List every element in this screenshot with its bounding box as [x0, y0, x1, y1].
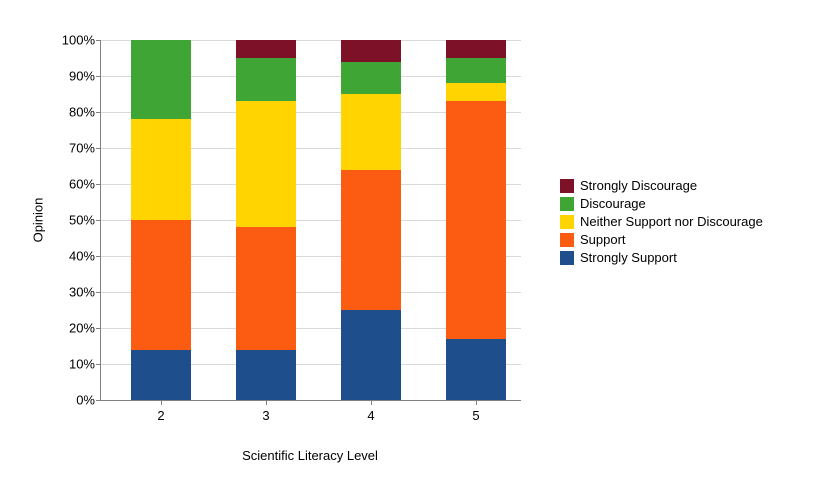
bar-segment — [236, 58, 296, 101]
bar-segment — [446, 40, 506, 58]
bar-segment — [341, 310, 401, 400]
y-tick-label: 0% — [76, 393, 101, 408]
legend: Strongly Discourage Discourage Neither Sup… — [560, 175, 763, 268]
bar-segment — [341, 62, 401, 94]
bar-segment — [236, 350, 296, 400]
y-tick-label: 100% — [62, 33, 101, 48]
bar-segment — [236, 227, 296, 349]
legend-label: Strongly Support — [580, 250, 677, 265]
bar-segment — [131, 119, 191, 220]
plot-area: 0%10%20%30%40%50%60%70%80%90%100%2345 — [100, 40, 521, 401]
y-tick-label: 20% — [69, 321, 101, 336]
y-tick-label: 50% — [69, 213, 101, 228]
bar-segment — [446, 101, 506, 339]
bar-segment — [341, 170, 401, 310]
bar-segment — [131, 40, 191, 119]
legend-swatch — [560, 233, 574, 247]
x-tick-label: 5 — [472, 400, 479, 423]
bar-segment — [236, 101, 296, 227]
y-axis-label: Opinion — [31, 198, 46, 243]
bar-segment — [446, 83, 506, 101]
bar-segment — [446, 339, 506, 400]
bar-segment — [131, 220, 191, 350]
legend-item: Strongly Discourage — [560, 178, 763, 193]
bar-segment — [236, 40, 296, 58]
bar — [341, 40, 401, 400]
y-tick-label: 40% — [69, 249, 101, 264]
bar-segment — [341, 94, 401, 170]
x-tick-label: 4 — [367, 400, 374, 423]
legend-item: Support — [560, 232, 763, 247]
bar — [131, 40, 191, 400]
legend-swatch — [560, 197, 574, 211]
legend-swatch — [560, 251, 574, 265]
legend-swatch — [560, 179, 574, 193]
legend-label: Strongly Discourage — [580, 178, 697, 193]
y-tick-label: 60% — [69, 177, 101, 192]
x-axis-label: Scientific Literacy Level — [242, 448, 378, 463]
x-tick-label: 2 — [157, 400, 164, 423]
legend-item: Discourage — [560, 196, 763, 211]
bar-segment — [341, 40, 401, 62]
y-tick-label: 70% — [69, 141, 101, 156]
bar — [236, 40, 296, 400]
y-tick-label: 10% — [69, 357, 101, 372]
legend-label: Neither Support nor Discourage — [580, 214, 763, 229]
y-tick-label: 90% — [69, 69, 101, 84]
legend-swatch — [560, 215, 574, 229]
y-tick-label: 80% — [69, 105, 101, 120]
x-tick-label: 3 — [262, 400, 269, 423]
legend-label: Discourage — [580, 196, 646, 211]
bar — [446, 40, 506, 400]
legend-item: Neither Support nor Discourage — [560, 214, 763, 229]
legend-item: Strongly Support — [560, 250, 763, 265]
bar-segment — [131, 350, 191, 400]
stacked-bar-chart: Opinion Scientific Literacy Level 0%10%2… — [0, 0, 830, 500]
bar-segment — [446, 58, 506, 83]
legend-label: Support — [580, 232, 626, 247]
y-tick-label: 30% — [69, 285, 101, 300]
